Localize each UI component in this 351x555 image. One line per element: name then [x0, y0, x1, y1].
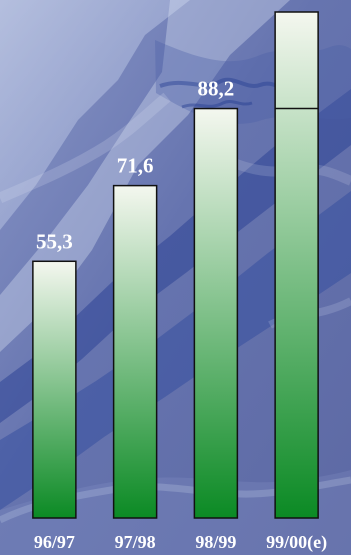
x-tick-label-98-99: 98/99: [195, 532, 236, 552]
x-tick-label-99-00e: 99/00(e): [266, 532, 327, 553]
x-tick-label-96-97: 96/97: [34, 532, 75, 552]
bar-96-97: [32, 260, 77, 519]
x-axis-labels: 96/97 97/98 98/99 99/00(e): [34, 532, 327, 553]
value-labels: 55,3 71,6 88,2: [36, 77, 234, 254]
bar-97-98: [112, 184, 158, 519]
value-label-97-98: 71,6: [117, 154, 154, 178]
bar-99-00-e: [274, 11, 319, 519]
value-label-98-99: 88,2: [198, 77, 235, 101]
bars-layer: [32, 11, 319, 519]
value-label-96-97: 55,3: [36, 229, 73, 253]
x-tick-label-97-98: 97/98: [115, 532, 156, 552]
bar-98-99: [193, 107, 239, 519]
